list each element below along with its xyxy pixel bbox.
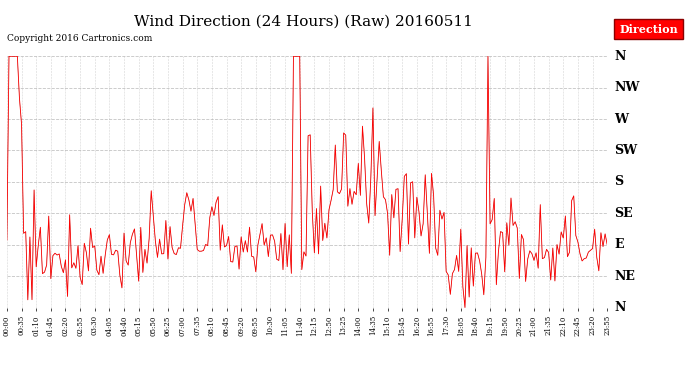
- Text: Copyright 2016 Cartronics.com: Copyright 2016 Cartronics.com: [7, 34, 152, 43]
- Text: E: E: [614, 238, 624, 251]
- Text: NE: NE: [614, 270, 635, 283]
- Text: N: N: [614, 50, 626, 63]
- Text: SE: SE: [614, 207, 633, 220]
- Text: NW: NW: [614, 81, 640, 94]
- Text: W: W: [614, 112, 628, 126]
- Text: Direction: Direction: [619, 24, 678, 35]
- Text: N: N: [614, 301, 626, 314]
- Text: Wind Direction (24 Hours) (Raw) 20160511: Wind Direction (24 Hours) (Raw) 20160511: [134, 15, 473, 29]
- Text: SW: SW: [614, 144, 638, 157]
- Text: S: S: [614, 176, 623, 188]
